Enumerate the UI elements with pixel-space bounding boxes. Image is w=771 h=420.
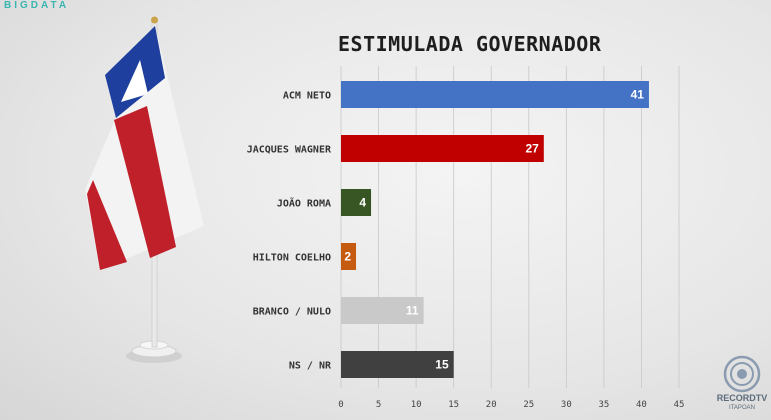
category-label: ACM NETO	[283, 91, 331, 102]
data-label: 15	[435, 358, 449, 372]
network-logo-icon	[723, 355, 761, 393]
category-label: HILTON COELHO	[253, 253, 331, 264]
network-logo-sub: ITAPOAN	[729, 405, 755, 411]
x-tick-label: 15	[448, 400, 459, 410]
gridlines	[340, 66, 680, 388]
x-tick-label: 25	[523, 400, 534, 410]
bar	[341, 81, 649, 108]
x-tick-label: 30	[561, 400, 572, 410]
x-tick-label: 0	[338, 400, 343, 410]
category-label: JOÃO ROMA	[277, 197, 331, 210]
data-label: 2	[344, 250, 351, 264]
x-tick-label: 45	[674, 400, 685, 410]
data-label: 41	[631, 88, 645, 102]
data-label: 4	[359, 196, 366, 210]
category-label: BRANCO / NULO	[253, 307, 331, 318]
brand-logo-text: BIGDATA	[4, 0, 70, 11]
bar	[341, 243, 357, 270]
category-labels: ACM NETO JACQUES WAGNER JOÃO ROMA HILTON CO…	[247, 91, 332, 372]
network-logo: RECORDTV ITAPOAN	[716, 355, 768, 415]
network-logo-name: RECORDTV	[716, 393, 768, 403]
data-label: 27	[525, 142, 539, 156]
category-label: NS / NR	[289, 361, 332, 372]
x-tick-label: 5	[376, 400, 381, 410]
bar	[341, 297, 424, 324]
bars: 41 27 4 2 11 15	[341, 81, 649, 378]
x-tick-label: 35	[598, 400, 609, 410]
flag-illustration	[85, 16, 204, 363]
chart-title: ESTIMULADA GOVERNADOR	[338, 32, 602, 56]
bar	[341, 135, 544, 162]
x-tick-label: 40	[636, 400, 647, 410]
bar	[341, 189, 372, 216]
category-label: JACQUES WAGNER	[247, 145, 332, 156]
x-tick-label: 20	[486, 400, 497, 410]
x-axis-ticks: 0 5 10 15 20 25 30 35 40 45	[338, 400, 684, 410]
x-tick-label: 10	[411, 400, 422, 410]
bar	[341, 351, 454, 378]
data-label: 11	[406, 304, 419, 318]
